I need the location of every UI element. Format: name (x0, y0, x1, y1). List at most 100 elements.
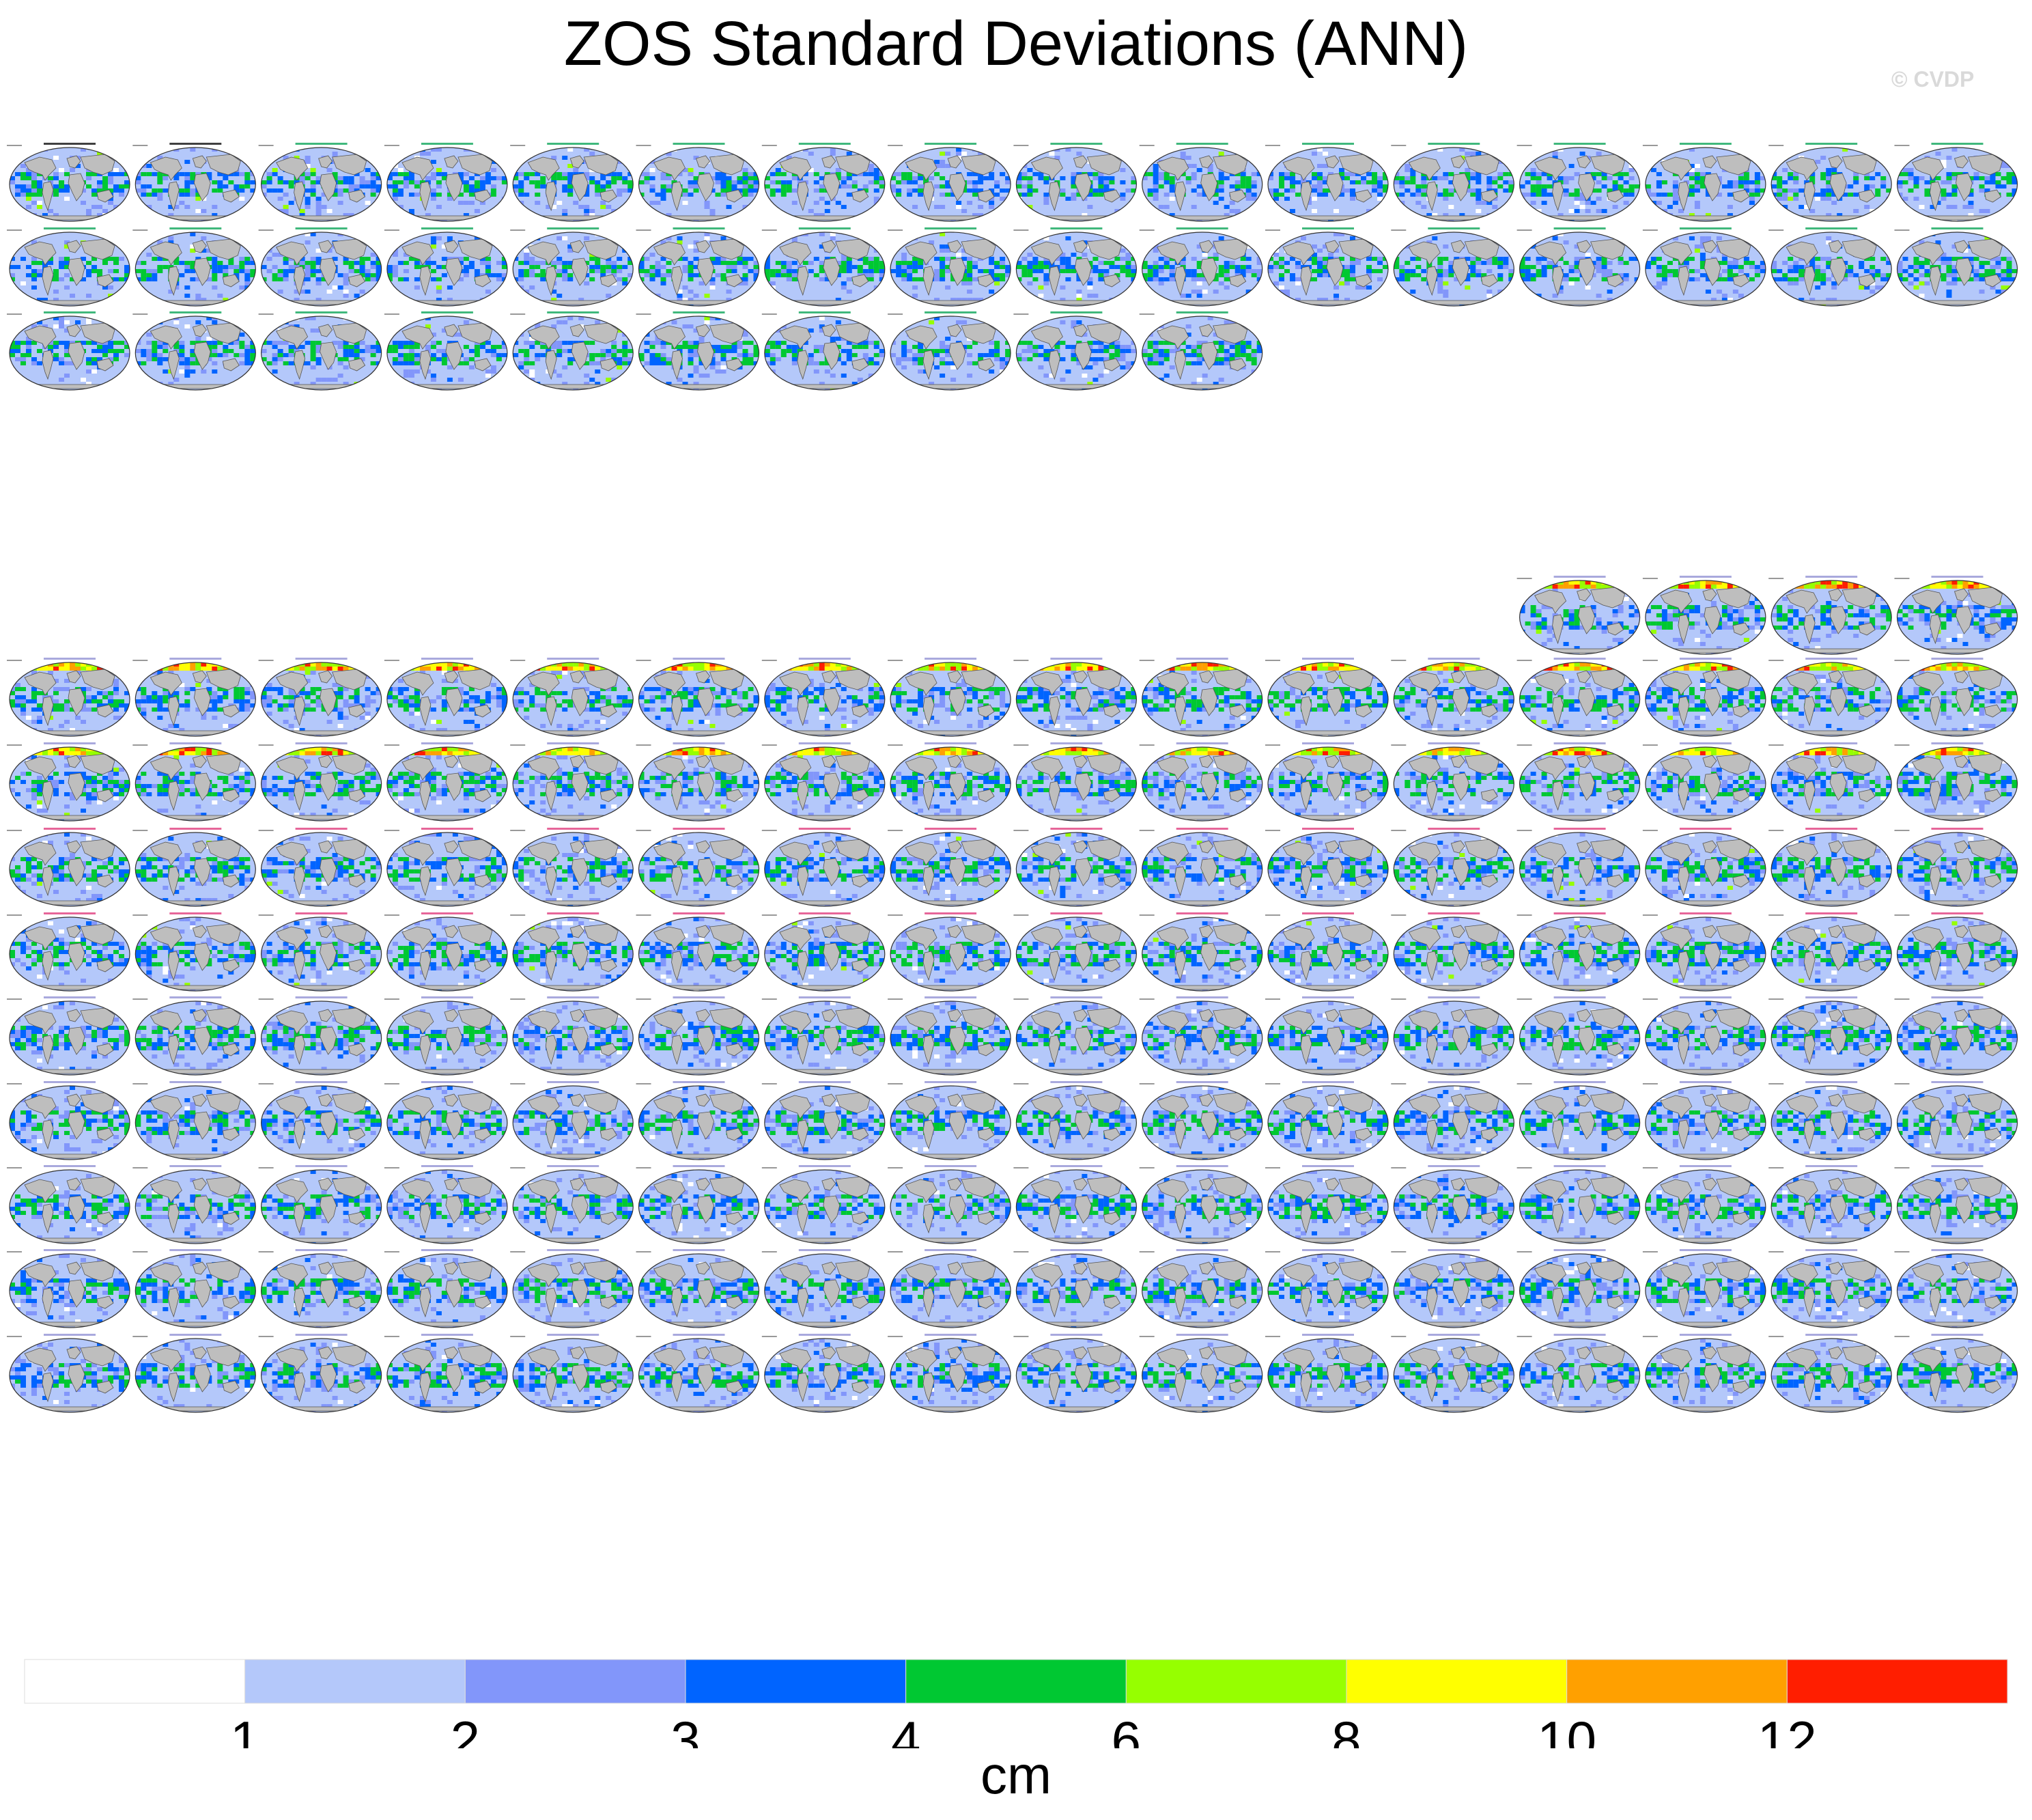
panel-title-mark (44, 1334, 96, 1336)
panel-title-mark (295, 996, 348, 998)
map-border (1519, 1253, 1641, 1328)
panel-title-mark (295, 1334, 348, 1336)
panel-title-mark (1428, 143, 1480, 145)
map-border (9, 916, 130, 992)
map-panel (1642, 1334, 1766, 1413)
map-panel (510, 143, 634, 222)
map-border (1015, 1000, 1138, 1076)
map-panel (1894, 1165, 2018, 1244)
panel-period-mark (1265, 1167, 1280, 1168)
panel-title-mark (1931, 742, 1984, 744)
map-border (512, 147, 634, 222)
panel-period-mark (761, 660, 777, 661)
map-panel (510, 1334, 634, 1413)
map-border (1142, 1169, 1263, 1244)
panel-period-mark (258, 998, 274, 1000)
map-border (764, 1253, 886, 1328)
map-panel (1265, 143, 1389, 222)
map-border (890, 232, 1011, 307)
map-panel (636, 311, 760, 391)
map-panel (1642, 742, 1766, 822)
panel-period-mark (510, 145, 526, 146)
panel-title-mark (1176, 227, 1228, 229)
panel-title-mark (1679, 742, 1732, 744)
map-panel (1013, 1081, 1138, 1160)
panel-title-mark (1553, 227, 1606, 229)
map-border (512, 1000, 634, 1076)
panel-period-mark (510, 1336, 526, 1337)
panel-period-mark (636, 1251, 651, 1252)
panel-period-mark (384, 1083, 399, 1084)
panel-title-mark (169, 143, 222, 145)
panel-period-mark (132, 1083, 148, 1084)
panel-title-mark (925, 227, 977, 229)
panel-title-mark (1805, 1081, 1858, 1083)
map-border (135, 746, 256, 822)
panel-period-mark (1768, 998, 1784, 1000)
map-border (1393, 1338, 1514, 1413)
panel-period-mark (636, 744, 651, 746)
panel-period-mark (1391, 145, 1407, 146)
panel-period-mark (761, 229, 777, 231)
panel-period-mark (258, 1251, 274, 1252)
panel-title-mark (44, 912, 96, 914)
panel-title-mark (1176, 143, 1228, 145)
panel-period-mark (1516, 1251, 1532, 1252)
map-border (9, 316, 130, 391)
map-panel (1013, 143, 1138, 222)
panel-period-mark (7, 1167, 22, 1168)
map-border (1896, 232, 2018, 307)
panel-period-mark (1265, 1251, 1280, 1252)
map-border (1267, 1253, 1389, 1328)
map-panel (1265, 912, 1389, 992)
panel-period-mark (1516, 145, 1532, 146)
panel-period-mark (1894, 145, 1910, 146)
map-panel (132, 227, 256, 307)
panel-period-mark (384, 1167, 399, 1168)
panel-title-mark (1553, 143, 1606, 145)
map-border (1645, 147, 1766, 222)
map-border (1267, 916, 1389, 992)
panel-period-mark (1013, 744, 1029, 746)
panel-period-mark (7, 145, 22, 146)
panel-period-mark (888, 145, 903, 146)
map-border (261, 832, 382, 907)
panel-period-mark (1391, 830, 1407, 831)
panel-title-mark (1050, 658, 1103, 660)
panel-period-mark (888, 1336, 903, 1337)
map-panel (1013, 742, 1138, 822)
panel-period-mark (1516, 830, 1532, 831)
map-border (1896, 1338, 2018, 1413)
panel-period-mark (761, 1251, 777, 1252)
map-border (1267, 746, 1389, 822)
map-border (135, 1085, 256, 1160)
map-border (1142, 746, 1263, 822)
map-panel (1768, 1165, 1892, 1244)
map-border (261, 1000, 382, 1076)
map-panel (510, 658, 634, 737)
map-border (1015, 916, 1138, 992)
panel-title-mark (1050, 996, 1103, 998)
map-border (135, 316, 256, 391)
map-panel (1265, 658, 1389, 737)
panel-title-mark (1679, 1334, 1732, 1336)
map-panel (7, 828, 130, 907)
panel-title-mark (1931, 1081, 1984, 1083)
panel-title-mark (1050, 742, 1103, 744)
panel-period-mark (1139, 660, 1155, 661)
map-border (638, 662, 760, 737)
map-border (1015, 232, 1138, 307)
map-border (1393, 1169, 1514, 1244)
map-border (638, 1085, 760, 1160)
panel-title-mark (1553, 912, 1606, 914)
map-panel (888, 227, 1011, 307)
map-border (386, 1169, 508, 1244)
panel-title-mark (421, 912, 473, 914)
panel-period-mark (1516, 660, 1532, 661)
panel-title-mark (1679, 227, 1732, 229)
map-panel (258, 912, 382, 992)
map-border (890, 316, 1011, 391)
map-border (512, 832, 634, 907)
panel-title-mark (1050, 227, 1103, 229)
map-border (1267, 232, 1389, 307)
